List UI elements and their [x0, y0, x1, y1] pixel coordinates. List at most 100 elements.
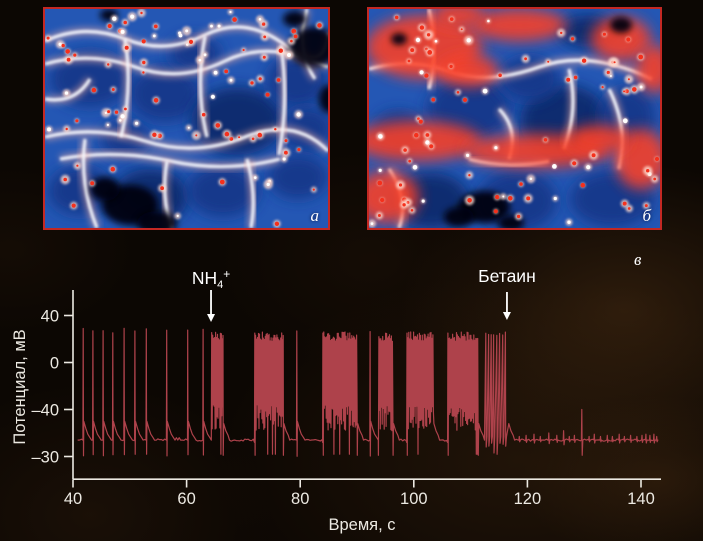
y-tick-label: –30 [31, 448, 59, 466]
dot [622, 201, 627, 206]
dark-blob [610, 17, 632, 33]
dot [449, 64, 453, 69]
dot [429, 144, 434, 149]
dot [284, 150, 288, 155]
dot [215, 123, 221, 128]
dot [493, 209, 498, 214]
dot [638, 54, 644, 60]
potential-time-chart: 40 0 –40 –30 40 60 80 100 120 140 NH4+ Бетаин Врем… [11, 266, 661, 534]
dot [606, 70, 610, 75]
x-axis-title: Время, с [328, 516, 395, 534]
dot [627, 207, 631, 210]
dot [250, 81, 254, 85]
dot [377, 214, 381, 217]
dot [258, 77, 262, 81]
dot [370, 222, 374, 226]
dot [210, 24, 213, 28]
dot [242, 48, 245, 52]
dot [415, 37, 421, 43]
axis-lines [72, 290, 661, 480]
dot [581, 58, 587, 63]
dot [114, 110, 119, 114]
dot [462, 97, 468, 102]
vein [81, 138, 99, 228]
dot [377, 180, 383, 186]
dot [261, 22, 266, 26]
vein [277, 44, 287, 156]
dot [646, 169, 650, 173]
red-patch [591, 17, 651, 61]
dot [178, 33, 183, 38]
red-patch [471, 9, 567, 41]
dot [187, 126, 190, 129]
dark-blob [137, 211, 177, 228]
dot [293, 34, 298, 39]
vein [45, 128, 328, 153]
dot [229, 137, 234, 141]
dot [64, 91, 69, 95]
annotation-label: Бетаин [478, 266, 536, 286]
dot [282, 157, 286, 161]
dot [188, 39, 194, 44]
red-patch [433, 9, 485, 27]
dot [468, 174, 471, 177]
dot [403, 148, 407, 152]
panel-label-a: а [310, 206, 320, 225]
dot [274, 128, 277, 131]
dot [112, 16, 117, 21]
dot [623, 90, 626, 93]
dot [176, 214, 179, 217]
annotation-arrowhead [502, 312, 511, 320]
x-tick-label: 120 [514, 490, 542, 508]
dark-blob [283, 11, 307, 27]
dot [482, 88, 488, 94]
x-tick-label: 80 [291, 490, 309, 508]
dot [421, 199, 425, 203]
dot [296, 112, 301, 117]
dot [142, 60, 146, 65]
dot [75, 119, 79, 123]
vein [245, 158, 255, 228]
vein [45, 78, 92, 102]
dot [573, 75, 578, 80]
dark-blob [319, 85, 328, 113]
dot [142, 71, 145, 74]
dot [111, 88, 115, 91]
dot [449, 17, 454, 21]
x-tick-label: 140 [627, 490, 655, 508]
dot [639, 85, 643, 89]
dot [140, 11, 143, 15]
dot [408, 159, 412, 163]
cell-blob [129, 66, 201, 122]
dot [123, 20, 127, 25]
dot [566, 77, 571, 82]
dot [71, 203, 76, 208]
dot [224, 131, 230, 137]
dot [460, 28, 463, 31]
dot [601, 86, 604, 89]
red-patch [439, 55, 499, 87]
dot [580, 182, 586, 188]
micrograph-image-b [369, 9, 660, 228]
micrograph-panel-a: а [43, 7, 330, 230]
dot [466, 153, 470, 157]
dot [467, 198, 472, 203]
dark-blob [90, 177, 120, 201]
micrograph-panel-b: б [367, 7, 662, 230]
dot [276, 78, 281, 82]
dot [224, 69, 229, 74]
dot [107, 63, 110, 66]
dot [232, 17, 237, 22]
dot [66, 57, 71, 62]
dark-blob [289, 27, 328, 67]
dot [287, 53, 291, 57]
dot [203, 53, 207, 57]
dot [229, 78, 233, 82]
dot [219, 179, 225, 185]
panel-label-b: б [642, 206, 651, 225]
dot [487, 19, 490, 23]
y-axis-title: Потенциал, мВ [11, 329, 29, 444]
dot [90, 181, 95, 186]
dot [141, 39, 146, 44]
